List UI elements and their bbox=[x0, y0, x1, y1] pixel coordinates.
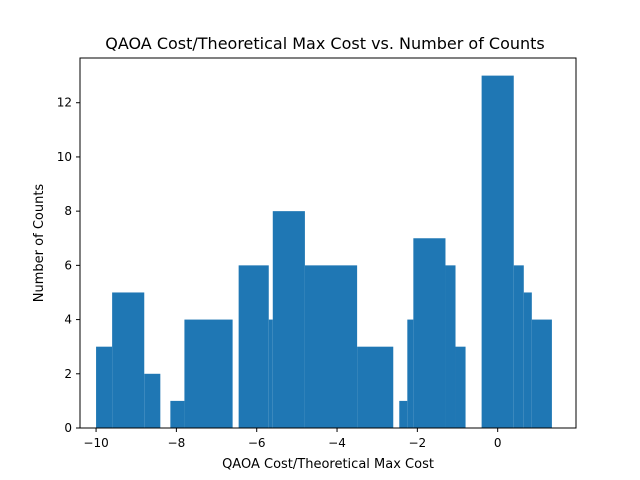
bar-5 bbox=[238, 265, 269, 428]
bar-14 bbox=[455, 346, 466, 428]
y-axis-label: Number of Counts bbox=[32, 184, 47, 303]
bar-4 bbox=[184, 319, 233, 428]
bar-8 bbox=[304, 265, 358, 428]
x-tick-label-0: −10 bbox=[83, 436, 108, 450]
bar-1 bbox=[112, 292, 145, 428]
bar-15 bbox=[481, 75, 514, 428]
y-tick-label-3: 6 bbox=[64, 258, 72, 272]
plot-frame bbox=[79, 57, 577, 429]
y-tick-label-2: 4 bbox=[64, 313, 72, 327]
bar-11 bbox=[407, 319, 414, 428]
x-tick-label-3: −4 bbox=[328, 436, 346, 450]
y-axis-ticks: 0 2 4 6 8 10 12 bbox=[57, 96, 80, 435]
x-axis-label: QAOA Cost/Theoretical Max Cost bbox=[222, 457, 434, 472]
x-tick-label-4: −2 bbox=[409, 436, 427, 450]
x-tick-label-5: 0 bbox=[494, 436, 502, 450]
bar-3 bbox=[170, 400, 185, 428]
y-tick-label-6: 12 bbox=[57, 96, 72, 110]
bar-18 bbox=[531, 319, 552, 428]
bar-7 bbox=[272, 211, 305, 428]
bar-10 bbox=[399, 400, 408, 428]
x-axis-ticks: −10 −8 −6 −4 −2 0 bbox=[83, 428, 502, 450]
bar-9 bbox=[357, 346, 394, 428]
bar-16 bbox=[513, 265, 524, 428]
bar-12 bbox=[413, 238, 446, 428]
bar-6 bbox=[268, 319, 273, 428]
y-tick-label-1: 2 bbox=[64, 367, 72, 381]
y-tick-label-0: 0 bbox=[64, 421, 72, 435]
x-tick-label-2: −6 bbox=[248, 436, 266, 450]
bar-17 bbox=[523, 292, 532, 428]
y-tick-label-5: 10 bbox=[57, 150, 72, 164]
x-tick-label-1: −8 bbox=[168, 436, 186, 450]
chart-title: QAOA Cost/Theoretical Max Cost vs. Numbe… bbox=[105, 34, 545, 53]
bar-13 bbox=[445, 265, 456, 428]
bar-0 bbox=[96, 346, 113, 428]
bar-2 bbox=[144, 373, 161, 428]
y-tick-label-4: 8 bbox=[64, 204, 72, 218]
bars-group bbox=[96, 75, 552, 428]
